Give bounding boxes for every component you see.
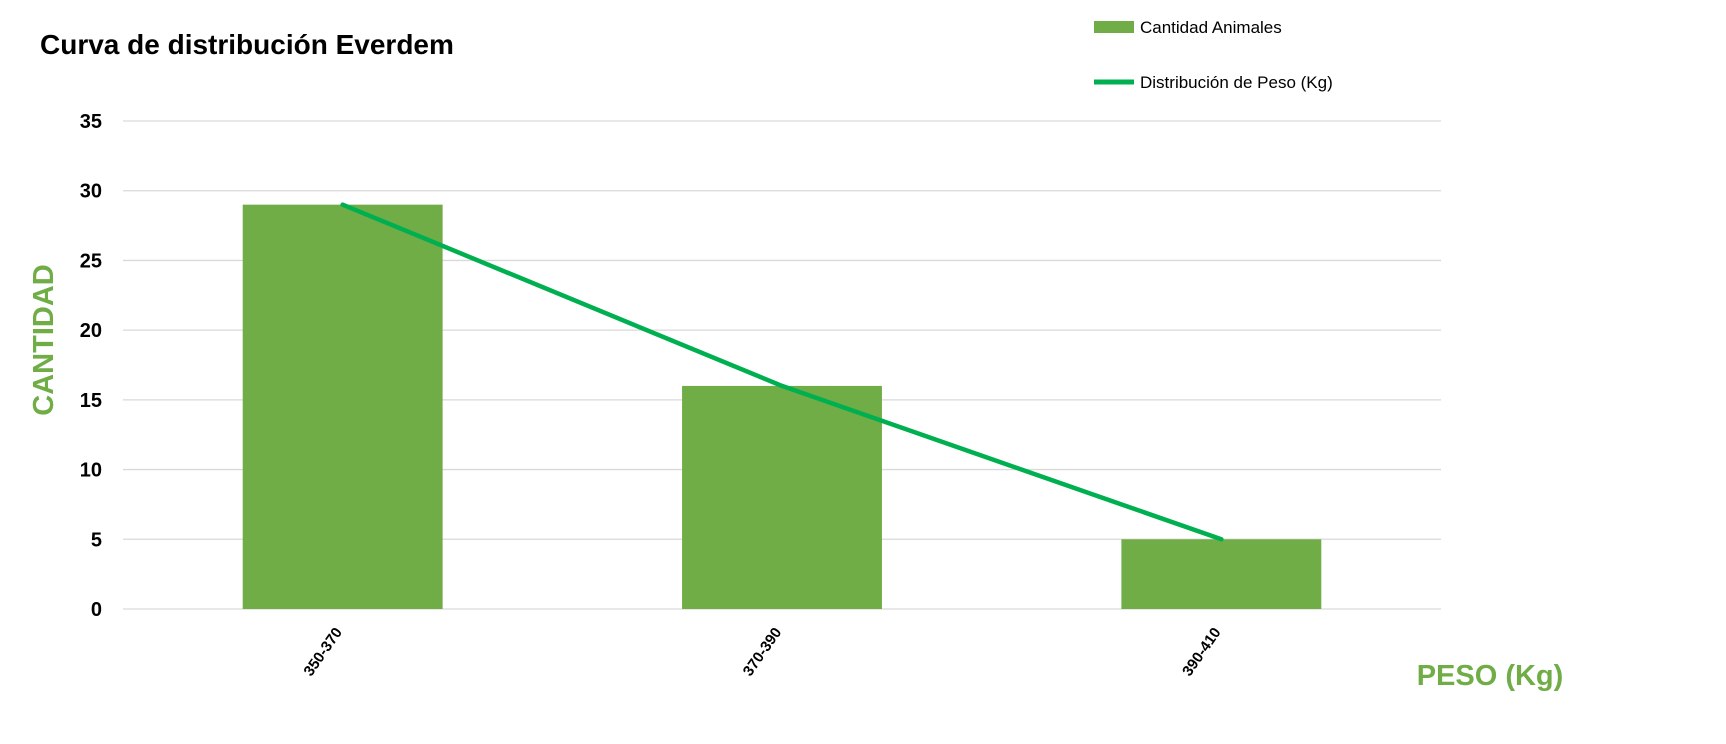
bar-370-390[interactable] — [682, 385, 882, 609]
y-tick-label: 30 — [80, 181, 102, 203]
bars — [242, 204, 1322, 609]
legend-line-label: Distribución de Peso (Kg) — [1140, 73, 1333, 92]
bar-390-410[interactable] — [1121, 539, 1322, 609]
y-tick-label: 5 — [91, 529, 102, 551]
x-axis-title: PESO (Kg) — [1417, 660, 1564, 692]
y-tick-label: 35 — [80, 111, 102, 133]
distribution-line-layer — [340, 202, 1224, 542]
legend-bar-label: Cantidad Animales — [1140, 18, 1282, 37]
x-tick-label: 390-410 — [1179, 625, 1225, 680]
y-tick-label: 15 — [80, 390, 102, 412]
legend-item-bar[interactable]: Cantidad Animales — [1094, 18, 1282, 37]
y-tick-label: 25 — [80, 250, 102, 272]
legend-bar-swatch — [1094, 21, 1134, 33]
legend-item-line[interactable]: Distribución de Peso (Kg) — [1094, 73, 1333, 92]
legend: Cantidad Animales Distribución de Peso (… — [1094, 18, 1333, 92]
x-tick-label: 370-390 — [740, 625, 786, 680]
y-tick-label: 0 — [91, 599, 102, 621]
bar-350-370[interactable] — [242, 204, 443, 609]
chart-title: Curva de distribución Everdem — [40, 29, 454, 60]
y-tick-label: 20 — [80, 320, 102, 342]
plot-area: 0 5 10 15 20 25 30 35 350-370 370-390 390-410 — [80, 111, 1441, 679]
x-axis-ticks: 350-370 370-390 390-410 — [300, 625, 1224, 680]
y-axis-ticks: 0 5 10 15 20 25 30 35 — [80, 111, 102, 621]
y-axis-title: CANTIDAD — [28, 264, 60, 415]
y-tick-label: 10 — [80, 460, 102, 482]
distribution-line[interactable] — [340, 202, 1224, 542]
x-tick-label: 350-370 — [300, 625, 346, 680]
